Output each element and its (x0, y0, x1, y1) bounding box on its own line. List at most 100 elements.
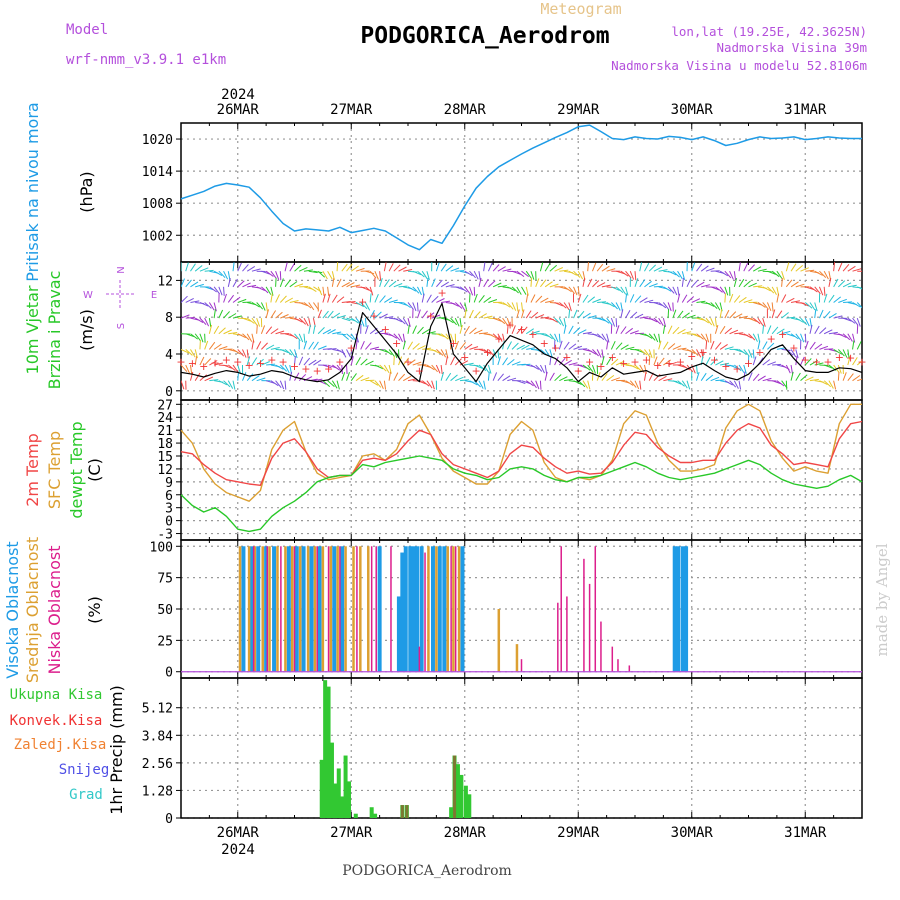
wind-arrow (837, 371, 840, 381)
wind-arrow (218, 286, 223, 296)
wind-arrow (379, 313, 388, 319)
wind-arrow (686, 296, 695, 303)
wind-arrow (530, 380, 537, 389)
wind-arrow (838, 298, 847, 303)
wind-arrow (294, 283, 304, 288)
wind-arrow (757, 317, 764, 326)
wind-arrow (516, 270, 525, 278)
wind-arrow (573, 309, 578, 319)
wind-arrow (800, 333, 805, 343)
wind-arrow (275, 271, 280, 280)
wind-arrow (265, 344, 275, 350)
wind-arrow (672, 326, 680, 335)
wind-arrow (341, 372, 346, 381)
wind-arrow (838, 333, 847, 339)
wind-arrow (350, 356, 354, 366)
wind-arrow (270, 380, 279, 387)
gust-mark: + (301, 363, 310, 376)
gust-mark: + (244, 359, 253, 372)
wind-arrow (847, 373, 854, 381)
wind-arrow (355, 374, 364, 382)
wind-arrow (260, 302, 266, 311)
wind-arrow (828, 312, 837, 319)
wind-arrow (247, 284, 257, 288)
wind-arrow (625, 346, 635, 350)
gust-mark: + (823, 355, 832, 368)
wind-arrow (530, 294, 536, 303)
wind-arrow (407, 302, 414, 310)
wind-arrow (454, 302, 463, 309)
wind-arrow (190, 281, 199, 288)
precip-bar (346, 781, 351, 818)
wind-arrow (223, 293, 227, 303)
wind-arrow (686, 278, 692, 288)
wind-arrow (341, 282, 350, 288)
wind-arrow (587, 380, 591, 390)
wind-arrow (227, 277, 231, 287)
ytick-label: 1.28 (142, 784, 173, 799)
precip-bar (463, 785, 468, 818)
wind-arrow (710, 358, 718, 366)
wind-arrow (658, 269, 668, 272)
wind-arrow (393, 372, 399, 381)
wind-arrow (653, 285, 663, 288)
wind-arrow (696, 371, 700, 381)
wind-arrow (506, 359, 515, 366)
precip-bar (329, 742, 334, 818)
wind-arrow (662, 302, 670, 311)
wind-arrow (511, 270, 521, 275)
undefined-1: SFC Temp (45, 431, 64, 509)
wind-arrow (312, 324, 316, 334)
precip-bar (340, 796, 345, 818)
wind-arrow (383, 364, 390, 374)
precip-bar (369, 807, 374, 818)
wind-arrow (507, 270, 517, 273)
wind-arrow (842, 317, 852, 322)
wind-arrow (634, 348, 644, 353)
wind-arrow (672, 345, 682, 350)
wind-arrow (544, 281, 553, 288)
wind-arrow (346, 372, 350, 381)
gust-mark: + (313, 365, 322, 378)
wind-arrow (464, 270, 473, 277)
cloud-bar (566, 596, 568, 672)
wind-arrow (554, 302, 564, 307)
wind-arrow (852, 340, 855, 350)
wind-arrow (767, 270, 776, 275)
cloud-bar (301, 546, 306, 672)
wind-arrow (544, 333, 553, 340)
wind-arrow (208, 324, 213, 334)
wind-arrow (261, 286, 269, 294)
wind-arrow (620, 363, 630, 366)
wind-arrow (213, 286, 220, 295)
wind-arrow (294, 317, 303, 323)
cloud-bar (396, 596, 401, 672)
wind-arrow (289, 281, 298, 288)
wind-arrow (189, 371, 194, 381)
gust-mark: + (664, 357, 673, 370)
cloud-bar (442, 546, 447, 672)
wind-arrow (648, 349, 653, 359)
wind-arrow (322, 329, 332, 335)
wind-arrow (596, 333, 605, 341)
wind-arrow (800, 317, 808, 325)
wind-arrow (260, 325, 266, 334)
cloud-bar (317, 546, 322, 672)
wind-arrow (733, 364, 742, 372)
wind-arrow (426, 277, 429, 287)
wind-arrow (809, 359, 818, 366)
wind-arrow (691, 349, 699, 357)
cloud-bar (253, 546, 257, 672)
cloud-bar (268, 546, 271, 672)
wind-arrow (441, 300, 451, 303)
wind-arrow (818, 309, 824, 319)
wind-arrow (251, 268, 261, 272)
gust-mark: + (630, 355, 639, 368)
wind-arrow (653, 317, 661, 325)
cloud-bar (419, 546, 424, 672)
wind-arrow (577, 380, 586, 388)
wind-arrow (322, 310, 329, 319)
ytick-label: 12 (157, 463, 173, 478)
precip-conv-bars (400, 755, 457, 818)
wind-arrow (842, 263, 850, 272)
